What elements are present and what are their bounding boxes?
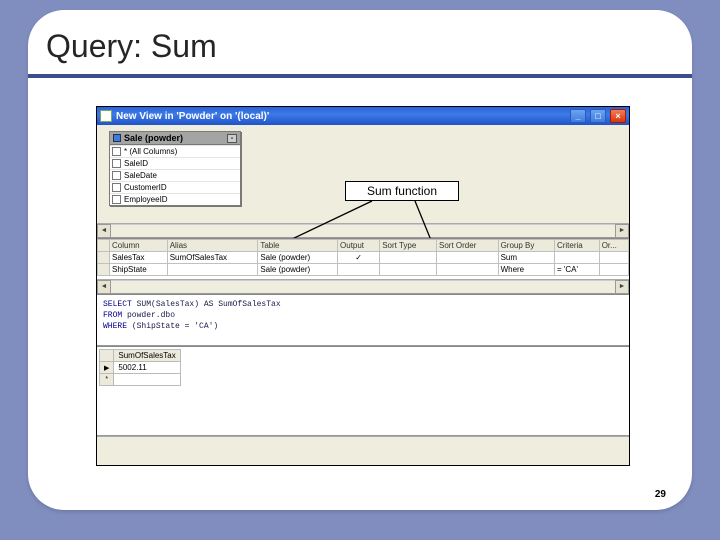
criteria-grid-pane[interactable]: Column Alias Table Output Sort Type Sort… [97,238,629,294]
window-titlebar[interactable]: New View in 'Powder' on '(local)' _ □ × [97,107,629,125]
table-entity-title: Sale (powder) [124,133,183,143]
grid-header[interactable]: Criteria [554,240,599,252]
close-button[interactable]: × [610,109,626,123]
column-row[interactable]: SaleDate [110,169,240,181]
row-selector-new[interactable]: * [100,374,114,386]
grid-cell[interactable]: Sum [498,252,554,264]
callout-label: Sum function [345,181,459,201]
column-name: SaleDate [124,171,157,180]
grid-header-row: Column Alias Table Output Sort Type Sort… [98,240,629,252]
scroll-track[interactable] [111,280,615,293]
app-window: New View in 'Powder' on '(local)' _ □ × … [96,106,630,466]
result-grid[interactable]: SumOfSalesTax ▶5002.11 * [99,349,181,386]
result-pane[interactable]: SumOfSalesTax ▶5002.11 * [97,346,629,436]
table-entity[interactable]: Sale (powder) - * (All Columns) SaleID S… [109,131,241,206]
column-row[interactable]: SaleID [110,157,240,169]
scroll-right-button[interactable]: ► [615,224,629,238]
grid-header[interactable]: Table [258,240,338,252]
grid-cell[interactable]: = 'CA' [554,264,599,276]
document-icon [100,110,112,122]
column-checkbox[interactable] [112,171,121,180]
window-bottom-bar [97,436,629,450]
column-row[interactable]: EmployeeID [110,193,240,205]
column-name: CustomerID [124,183,167,192]
grid-cell[interactable] [437,264,499,276]
diagram-pane[interactable]: Sale (powder) - * (All Columns) SaleID S… [97,125,629,238]
grid-cell[interactable]: ShipState [110,264,168,276]
grid-cell[interactable] [599,252,628,264]
grid-cell[interactable]: SalesTax [110,252,168,264]
grid-header[interactable]: Or... [599,240,628,252]
page-number: 29 [655,489,666,500]
scroll-left-button[interactable]: ◄ [97,224,111,238]
grid-cell[interactable] [338,264,380,276]
grid-cell[interactable]: Sale (powder) [258,264,338,276]
column-name: * (All Columns) [124,147,177,156]
column-checkbox[interactable] [112,195,121,204]
grid-cell[interactable]: Sale (powder) [258,252,338,264]
grid-header[interactable]: Sort Type [380,240,437,252]
column-checkbox[interactable] [112,147,121,156]
grid-cell[interactable]: SumOfSalesTax [167,252,258,264]
grid-cell[interactable] [599,264,628,276]
grid-cell[interactable] [380,252,437,264]
column-name: SaleID [124,159,148,168]
grid-row[interactable]: ShipState Sale (powder) Where = 'CA' [98,264,629,276]
sql-keyword: SELECT [103,300,132,309]
grid-header[interactable]: Alias [167,240,258,252]
scroll-track[interactable] [111,224,615,237]
grid-cell[interactable] [380,264,437,276]
grid-cell[interactable]: Where [498,264,554,276]
row-selector[interactable]: ▶ [100,362,114,374]
column-checkbox[interactable] [112,183,121,192]
sql-keyword: WHERE [103,322,127,331]
grid-cell[interactable]: ✓ [338,252,380,264]
sql-pane[interactable]: SELECT SUM(SalesTax) AS SumOfSalesTax FR… [97,294,629,346]
criteria-grid[interactable]: Column Alias Table Output Sort Type Sort… [97,239,629,276]
grid-cell[interactable] [437,252,499,264]
sql-text: SUM(SalesTax) AS SumOfSalesTax [132,300,281,309]
window-title: New View in 'Powder' on '(local)' [116,111,269,122]
grid-h-scrollbar[interactable]: ◄ ► [97,279,629,293]
maximize-button[interactable]: □ [590,109,606,123]
table-entity-header[interactable]: Sale (powder) - [110,132,240,145]
sql-text: powder.dbo [122,311,175,320]
scroll-right-button[interactable]: ► [615,280,629,294]
slide-title: Query: Sum [46,28,217,65]
grid-header[interactable]: Output [338,240,380,252]
slide-card: Query: Sum New View in 'Powder' on '(loc… [28,10,692,510]
column-checkbox[interactable] [112,159,121,168]
result-cell-empty[interactable] [114,374,180,386]
grid-cell[interactable] [554,252,599,264]
grid-header[interactable]: Sort Order [437,240,499,252]
table-icon [113,134,121,142]
table-collapse-button[interactable]: - [227,134,237,143]
column-name: EmployeeID [124,195,168,204]
grid-cell[interactable] [167,264,258,276]
column-row[interactable]: * (All Columns) [110,145,240,157]
result-header[interactable]: SumOfSalesTax [114,350,180,362]
scroll-left-button[interactable]: ◄ [97,280,111,294]
grid-header[interactable]: Group By [498,240,554,252]
result-cell[interactable]: 5002.11 [114,362,180,374]
grid-header[interactable]: Column [110,240,168,252]
slide-divider [28,74,692,78]
sql-text: (ShipState = 'CA') [127,322,218,331]
minimize-button[interactable]: _ [570,109,586,123]
grid-row[interactable]: SalesTax SumOfSalesTax Sale (powder) ✓ S… [98,252,629,264]
diagram-h-scrollbar[interactable]: ◄ ► [97,223,629,237]
column-row[interactable]: CustomerID [110,181,240,193]
sql-keyword: FROM [103,311,122,320]
